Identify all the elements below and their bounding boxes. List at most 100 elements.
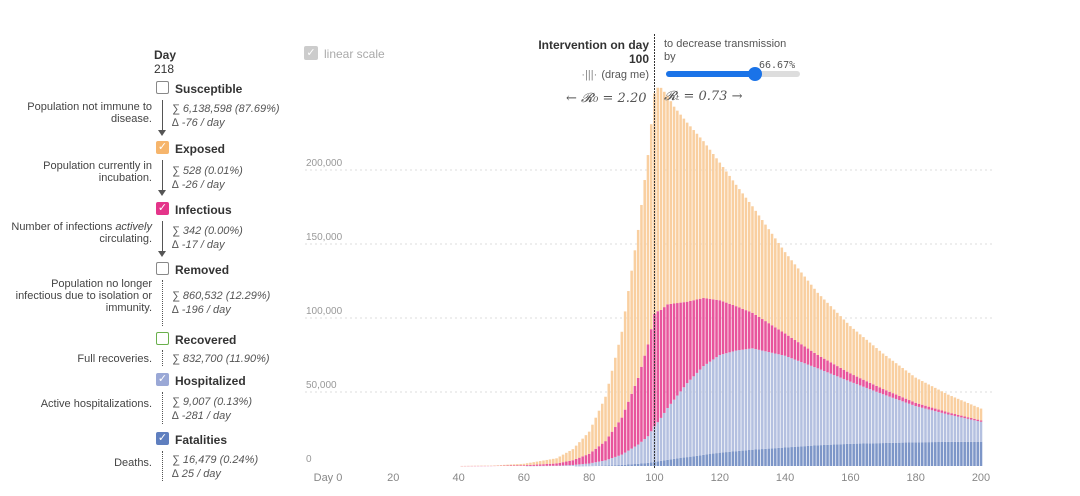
bar-hospitalized [891, 397, 895, 443]
bar-fatalities [940, 441, 944, 466]
bar-fatalities [764, 448, 767, 466]
bar-infectious [663, 307, 666, 413]
bar-hospitalized [868, 389, 872, 444]
bar-hospitalized [976, 421, 980, 442]
bar-exposed [787, 256, 790, 336]
bar-fatalities [646, 462, 650, 466]
bar-infectious [875, 385, 878, 392]
exposed-description: Population currently in incubation. [43, 160, 152, 184]
bar-fatalities [607, 465, 611, 466]
recovered-checkbox[interactable] [156, 332, 169, 345]
bar-fatalities [914, 442, 917, 466]
bar-infectious [760, 319, 764, 351]
bar-fatalities [774, 448, 777, 466]
bar-exposed [953, 397, 957, 415]
hospitalized-checkbox[interactable]: ✓ [156, 373, 169, 386]
bar-exposed [721, 167, 725, 302]
bar-infectious [855, 376, 859, 385]
exposed-checkbox[interactable]: ✓ [156, 141, 169, 154]
bar-hospitalized [783, 355, 787, 448]
bar-hospitalized [617, 455, 620, 466]
bar-infectious [823, 358, 826, 371]
drag-handle[interactable]: ·|||· (drag me) [581, 69, 649, 81]
bar-infectious [610, 431, 614, 459]
bar-infectious [930, 407, 934, 411]
bar-hospitalized [718, 355, 722, 453]
bar-fatalities [969, 441, 973, 466]
bar-infectious [535, 464, 539, 466]
bar-fatalities [767, 448, 771, 466]
x-tick-label: 200 [972, 472, 990, 484]
bar-hospitalized [574, 464, 578, 466]
bar-infectious [597, 446, 601, 462]
bar-infectious [574, 458, 578, 465]
linear-scale-checkbox[interactable]: ✓ [304, 46, 318, 60]
transmission-slider-thumb[interactable] [748, 67, 763, 81]
bar-hospitalized [679, 391, 682, 459]
bar-exposed [757, 215, 761, 317]
x-tick-label: 80 [583, 472, 595, 484]
bar-exposed [672, 106, 676, 304]
bar-hospitalized [800, 362, 803, 447]
infectious-checkbox[interactable]: ✓ [156, 202, 169, 215]
bar-exposed [711, 154, 715, 300]
bar-fatalities [875, 443, 878, 466]
bar-fatalities [617, 465, 620, 466]
bar-infectious [643, 355, 646, 440]
bar-infectious [747, 311, 751, 349]
bar-infectious [960, 415, 963, 418]
bar-exposed [525, 463, 529, 466]
bar-infectious [904, 398, 908, 403]
exposed-sum: ∑ 528 (0.01%) [172, 165, 243, 177]
bar-hospitalized [839, 377, 842, 445]
bar-hospitalized [705, 363, 709, 455]
bar-exposed [565, 452, 568, 462]
bar-fatalities [947, 441, 950, 466]
bar-fatalities [780, 447, 784, 466]
bar-infectious [845, 371, 849, 381]
bar-infectious [741, 308, 744, 350]
bar-infectious [666, 304, 669, 408]
bar-exposed [878, 350, 882, 388]
bar-hospitalized [584, 463, 588, 466]
bar-exposed [522, 463, 526, 466]
bar-exposed [947, 394, 950, 413]
bar-hospitalized [702, 366, 705, 455]
bar-fatalities [695, 455, 699, 466]
bar-fatalities [979, 441, 983, 466]
fatalities-checkbox[interactable]: ✓ [156, 432, 169, 445]
bar-infectious [734, 306, 738, 351]
day-title: Day [154, 48, 177, 62]
bar-hospitalized [816, 368, 820, 446]
bar-fatalities [832, 444, 836, 466]
infectious-arrowhead [158, 251, 166, 257]
drag-handle-icon: ·|||· [581, 69, 598, 81]
bar-hospitalized [901, 401, 904, 443]
bar-exposed [754, 210, 757, 315]
bar-infectious [571, 460, 575, 465]
bar-exposed [503, 464, 506, 466]
bar-infectious [715, 299, 718, 358]
decrease-transmission-label: to decrease transmission by [664, 38, 787, 63]
bar-fatalities [829, 444, 833, 466]
bar-exposed [829, 306, 833, 363]
susceptible-arrowhead [158, 130, 166, 136]
bar-infectious [767, 323, 771, 353]
removed-checkbox[interactable] [156, 262, 169, 275]
bar-infectious [555, 463, 558, 466]
bar-exposed [659, 87, 663, 310]
bar-fatalities [839, 444, 842, 466]
bar-hospitalized [571, 464, 575, 466]
bar-fatalities [911, 442, 914, 466]
bar-exposed [587, 431, 591, 454]
bar-hospitalized [871, 390, 875, 444]
bar-hospitalized [836, 376, 839, 445]
bar-exposed [930, 386, 934, 408]
susceptible-checkbox[interactable] [156, 81, 169, 94]
removed-label: Removed [175, 263, 230, 277]
fatalities-label: Fatalities [175, 433, 228, 447]
bar-exposed [532, 462, 535, 465]
bar-fatalities [630, 464, 633, 466]
bar-hospitalized [878, 392, 882, 444]
bar-fatalities [640, 463, 643, 466]
